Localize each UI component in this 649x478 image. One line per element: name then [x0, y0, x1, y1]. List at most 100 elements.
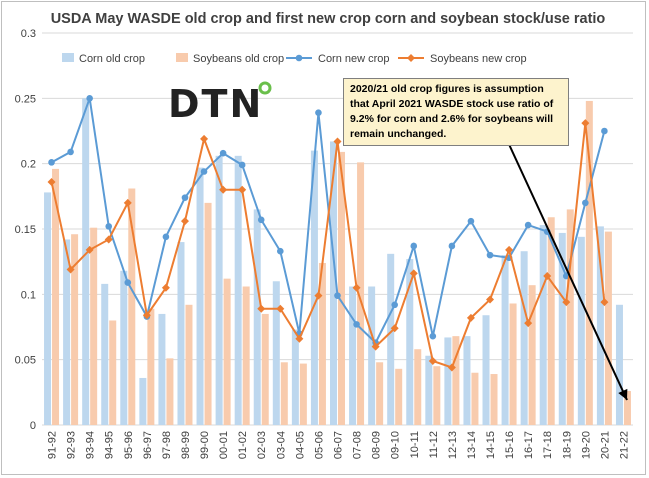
x-tick-label: 14-15	[485, 431, 497, 459]
soybeans-new-crop-point	[66, 265, 75, 274]
corn-old-crop-bar	[558, 232, 566, 425]
soybeans-new-crop-point	[447, 363, 456, 372]
soybeans-old-crop-bar	[623, 391, 631, 425]
corn-new-crop-point	[67, 148, 74, 156]
x-tick-label: 16-17	[523, 431, 535, 459]
x-tick-label: 02-03	[256, 431, 268, 459]
x-tick-label: 12-13	[447, 431, 459, 459]
soybeans-old-crop-bar	[338, 151, 345, 425]
soybeans-old-crop-bar	[414, 349, 422, 425]
corn-new-crop-point	[334, 292, 341, 299]
soybeans-old-crop-bar	[71, 234, 79, 425]
corn-new-crop-point	[200, 168, 208, 175]
y-tick-label: 0.05	[15, 355, 36, 367]
x-tick-label: 97-98	[161, 431, 173, 459]
legend-label: Soybeans old crop	[193, 53, 284, 65]
soybeans-new-crop-point	[104, 235, 113, 244]
soybeans-new-crop-point	[428, 356, 437, 365]
soybeans-new-crop-point	[600, 298, 609, 307]
y-tick-label: 0.3	[21, 28, 36, 40]
soybeans-old-crop-bar	[357, 162, 365, 426]
corn-old-crop-bar	[368, 286, 376, 425]
x-tick-label: 13-14	[466, 431, 478, 459]
soybeans-old-crop-bar	[90, 227, 98, 425]
x-tick-label: 15-16	[504, 431, 516, 459]
soybeans-new-crop-point	[371, 342, 380, 351]
soybeans-new-crop-point	[390, 324, 399, 333]
corn-old-crop-bar	[253, 209, 261, 425]
soybeans-old-crop-bar	[585, 100, 593, 426]
soybeans-old-crop-bar	[509, 303, 517, 425]
x-tick-label: 00-01	[218, 431, 230, 459]
corn-old-crop-bar	[577, 236, 585, 425]
corn-new-crop-point	[524, 221, 532, 229]
soybeans-new-crop-point	[409, 269, 418, 278]
corn-old-crop-bar	[387, 253, 395, 425]
corn-old-crop-bar	[444, 337, 452, 425]
corn-old-crop-bar	[539, 225, 547, 425]
arrow-head	[618, 388, 628, 400]
corn-old-crop-bar	[482, 315, 490, 425]
x-tick-label: 03-04	[275, 431, 287, 459]
corn-new-crop-point	[48, 159, 55, 166]
soybeans-new-crop-point	[142, 311, 151, 320]
x-tick-label: 19-20	[580, 431, 592, 459]
y-axis-ticks: 0 0.05 0.1 0.15 0.2 0.25 0.3	[15, 28, 36, 432]
soybeans-old-crop-bar	[299, 363, 307, 425]
line-series	[47, 95, 609, 372]
corn-old-crop-bar	[139, 377, 147, 425]
corn-old-crop-bar	[425, 355, 433, 425]
soybeans-new-crop-point	[333, 137, 342, 146]
x-tick-label: 18-19	[561, 431, 573, 459]
corn-old-crop-bar	[291, 329, 299, 425]
soybeans-new-crop-point	[85, 245, 94, 254]
soybeans-new-crop-point	[257, 304, 266, 313]
soybeans-old-crop-bar	[52, 168, 60, 426]
soybeans-new-crop-point	[180, 217, 189, 226]
soybeans-old-crop-bar	[280, 362, 288, 425]
x-tick-label: 01-02	[237, 431, 249, 459]
soybeans-new-crop-point	[295, 334, 304, 343]
corn-old-crop-bar	[63, 239, 71, 425]
soybeans-old-crop-bar	[204, 202, 212, 425]
x-tick-label: 95-96	[123, 431, 135, 459]
corn-new-crop-point	[105, 223, 113, 230]
x-tick-label: 96-97	[142, 431, 154, 459]
legend-label: Corn new crop	[318, 53, 390, 65]
corn-old-crop-bar	[234, 155, 242, 425]
soybeans-old-crop-bar	[490, 374, 498, 425]
x-tick-label: 10-11	[409, 431, 421, 458]
corn-new-crop-point	[601, 127, 608, 135]
x-tick-label: 11-12	[428, 431, 440, 458]
corn-new-crop-point	[257, 216, 265, 224]
corn-new-crop-point	[277, 247, 284, 255]
legend-marker	[295, 54, 303, 62]
legend-marker	[407, 54, 415, 62]
x-tick-label: 08-09	[371, 431, 383, 459]
legend-label: Corn old crop	[79, 53, 145, 65]
y-tick-label: 0.25	[15, 93, 36, 105]
soybeans-old-crop-bar	[223, 278, 231, 425]
y-tick-label: 0.1	[21, 289, 36, 301]
soybeans-new-crop-point	[238, 185, 247, 194]
corn-new-crop-point	[238, 161, 246, 169]
legend: Corn old crop Soybeans old crop Corn new c…	[62, 53, 527, 65]
soybeans-new-crop-point	[219, 185, 228, 194]
y-tick-label: 0	[30, 420, 36, 432]
y-tick-label: 0.15	[15, 224, 36, 236]
corn-new-crop-point	[86, 95, 93, 102]
soybeans-new-crop-point	[47, 177, 56, 186]
chart-title: USDA May WASDE old crop and first new cr…	[51, 11, 606, 27]
soybeans-new-crop-point	[161, 283, 170, 292]
corn-old-crop-bar	[596, 226, 604, 425]
corn-old-crop-bar	[272, 281, 280, 425]
soybeans-old-crop-bar	[166, 358, 174, 425]
soybeans-old-crop-bar	[185, 304, 193, 425]
x-tick-label: 92-93	[66, 431, 78, 459]
corn-new-crop-point	[391, 301, 398, 309]
soybeans-new-crop-point	[466, 313, 475, 322]
corn-old-crop-bar	[349, 286, 357, 425]
x-axis-ticks: 91-92 92-93 93-94 94-95 95-96 96-97 97-98 98-99…	[47, 431, 631, 459]
corn-old-crop-bar	[44, 192, 52, 425]
